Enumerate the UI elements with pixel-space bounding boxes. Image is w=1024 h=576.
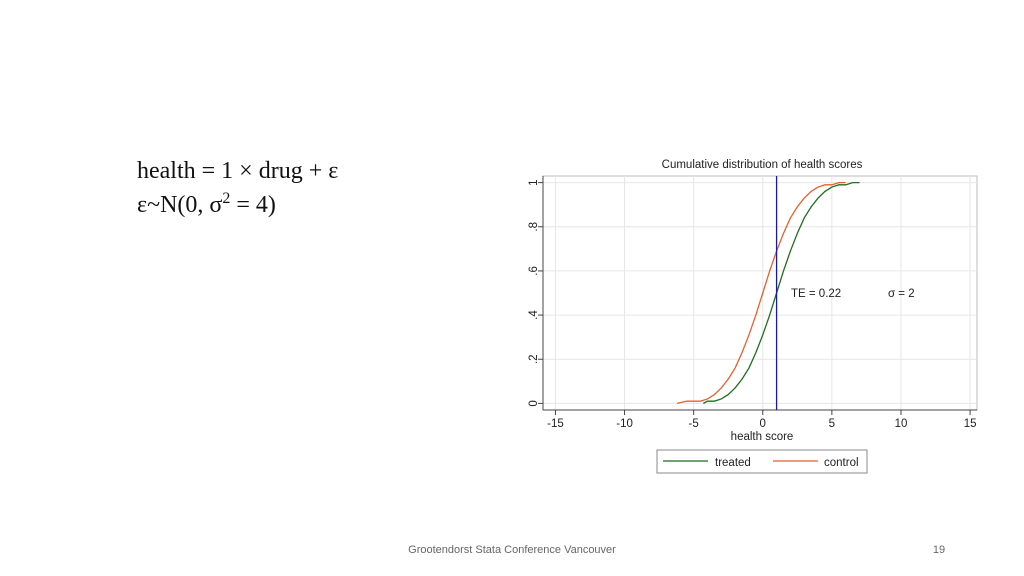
y-tick-label: .8	[528, 222, 540, 232]
x-axis-label: health score	[731, 431, 794, 443]
annotation: σ = 2	[888, 288, 915, 300]
footer: Grootendorst Stata Conference Vancouver	[408, 544, 616, 556]
y-tick-label: .4	[528, 310, 540, 320]
y-tick-label: 0	[528, 400, 540, 406]
y-tick-label: .6	[528, 266, 540, 276]
chart: Cumulative distribution of health scores…	[528, 159, 978, 474]
page-number: 19	[933, 544, 945, 556]
y-tick-label: .2	[528, 354, 540, 364]
series-line	[703, 181, 860, 404]
superscript: 2	[222, 190, 230, 207]
equation-line: health = 1 × drug + ε	[137, 158, 338, 184]
series-line	[676, 181, 846, 405]
y-tick-label: 1	[528, 179, 540, 185]
equation-line: ε~N(0, σ2 = 4)	[137, 190, 276, 218]
x-tick-label: 15	[964, 418, 977, 430]
equation-part: ε~N(0, σ	[137, 192, 222, 218]
x-tick-label: 0	[760, 418, 766, 430]
x-tick-label: -5	[689, 418, 699, 430]
legend-label: control	[824, 457, 859, 469]
plot-area	[542, 175, 978, 411]
x-tick-label: 10	[895, 418, 908, 430]
legend-label: treated	[715, 457, 751, 469]
x-tick-label: -15	[547, 418, 564, 430]
annotation: TE = 0.22	[791, 288, 841, 300]
chart-title: Cumulative distribution of health scores	[662, 159, 863, 171]
x-tick-label: 5	[829, 418, 835, 430]
legend-box	[656, 449, 868, 474]
x-tick-label: -10	[616, 418, 633, 430]
equation-part: = 4)	[230, 192, 276, 218]
